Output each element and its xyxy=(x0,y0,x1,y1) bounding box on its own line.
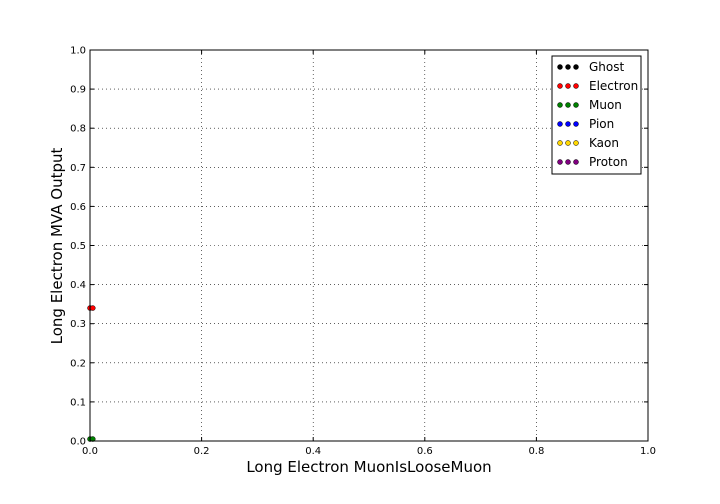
legend-marker-muon xyxy=(565,102,571,108)
y-tick-label: 0.1 xyxy=(70,397,86,408)
legend-marker-pion xyxy=(565,121,571,127)
legend-marker-kaon xyxy=(573,140,579,146)
legend-marker-electron xyxy=(565,83,571,89)
legend-label-proton: Proton xyxy=(589,155,628,169)
y-tick-label: 0.6 xyxy=(70,202,86,213)
x-tick-label: 0.0 xyxy=(82,446,98,457)
y-tick-label: 0.7 xyxy=(70,163,86,174)
legend-marker-proton xyxy=(557,159,563,165)
legend-marker-electron xyxy=(573,83,579,89)
y-axis-title: Long Electron MVA Output xyxy=(48,148,66,345)
x-tick-label: 0.6 xyxy=(417,446,433,457)
legend-marker-electron xyxy=(557,83,563,89)
x-tick-label: 0.4 xyxy=(305,446,321,457)
x-tick-label: 0.2 xyxy=(194,446,210,457)
y-tick-label: 0.0 xyxy=(70,437,86,448)
y-tick-label: 0.2 xyxy=(70,358,86,369)
y-tick-label: 0.5 xyxy=(70,241,86,252)
y-tick-label: 0.4 xyxy=(70,280,86,291)
legend-frame xyxy=(551,55,642,175)
legend-marker-muon xyxy=(557,102,563,108)
legend-marker-ghost xyxy=(573,64,579,70)
legend-marker-pion xyxy=(573,121,579,127)
x-tick-label: 1.0 xyxy=(640,446,656,457)
legend-marker-proton xyxy=(573,159,579,165)
y-tick-label: 0.9 xyxy=(70,85,86,96)
legend-marker-kaon xyxy=(565,140,571,146)
legend-marker-muon xyxy=(573,102,579,108)
legend-label-kaon: Kaon xyxy=(589,136,619,150)
x-tick-label: 0.8 xyxy=(528,446,544,457)
legend-marker-proton xyxy=(565,159,571,165)
axis-ticks: 0.0 0.2 0.4 0.6 0.8 1.0 0.0 0.1 0.2 0.3 0.4 0.5 0.6 0… xyxy=(70,46,656,458)
y-tick-label: 1.0 xyxy=(70,46,86,57)
y-tick-label: 0.8 xyxy=(70,124,86,135)
legend-label-pion: Pion xyxy=(589,117,614,131)
y-tick-label: 0.3 xyxy=(70,319,86,330)
legend-marker-ghost xyxy=(565,64,571,70)
legend-label-ghost: Ghost xyxy=(589,60,624,74)
legend-label-muon: Muon xyxy=(589,98,622,112)
legend-marker-ghost xyxy=(557,64,563,70)
x-axis-title: Long Electron MuonIsLooseMuon xyxy=(246,458,491,476)
point-electron xyxy=(90,305,96,311)
legend-label-electron: Electron xyxy=(589,79,638,93)
legend-marker-kaon xyxy=(557,140,563,146)
legend: Ghost Electron Muon Pion Kaon Proton xyxy=(551,55,642,175)
legend-marker-pion xyxy=(557,121,563,127)
